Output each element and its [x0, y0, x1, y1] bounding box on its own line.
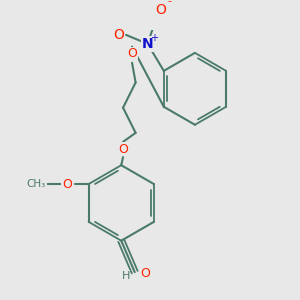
Text: O: O	[113, 28, 124, 42]
Text: O: O	[118, 142, 128, 155]
Text: CH₃: CH₃	[27, 179, 46, 189]
Text: O: O	[62, 178, 72, 190]
Text: -: -	[167, 0, 171, 6]
Text: O: O	[141, 267, 150, 280]
Text: O: O	[127, 47, 137, 60]
Text: +: +	[150, 33, 158, 43]
Text: N: N	[142, 37, 153, 51]
Text: O: O	[155, 3, 166, 17]
Text: H: H	[122, 271, 130, 281]
